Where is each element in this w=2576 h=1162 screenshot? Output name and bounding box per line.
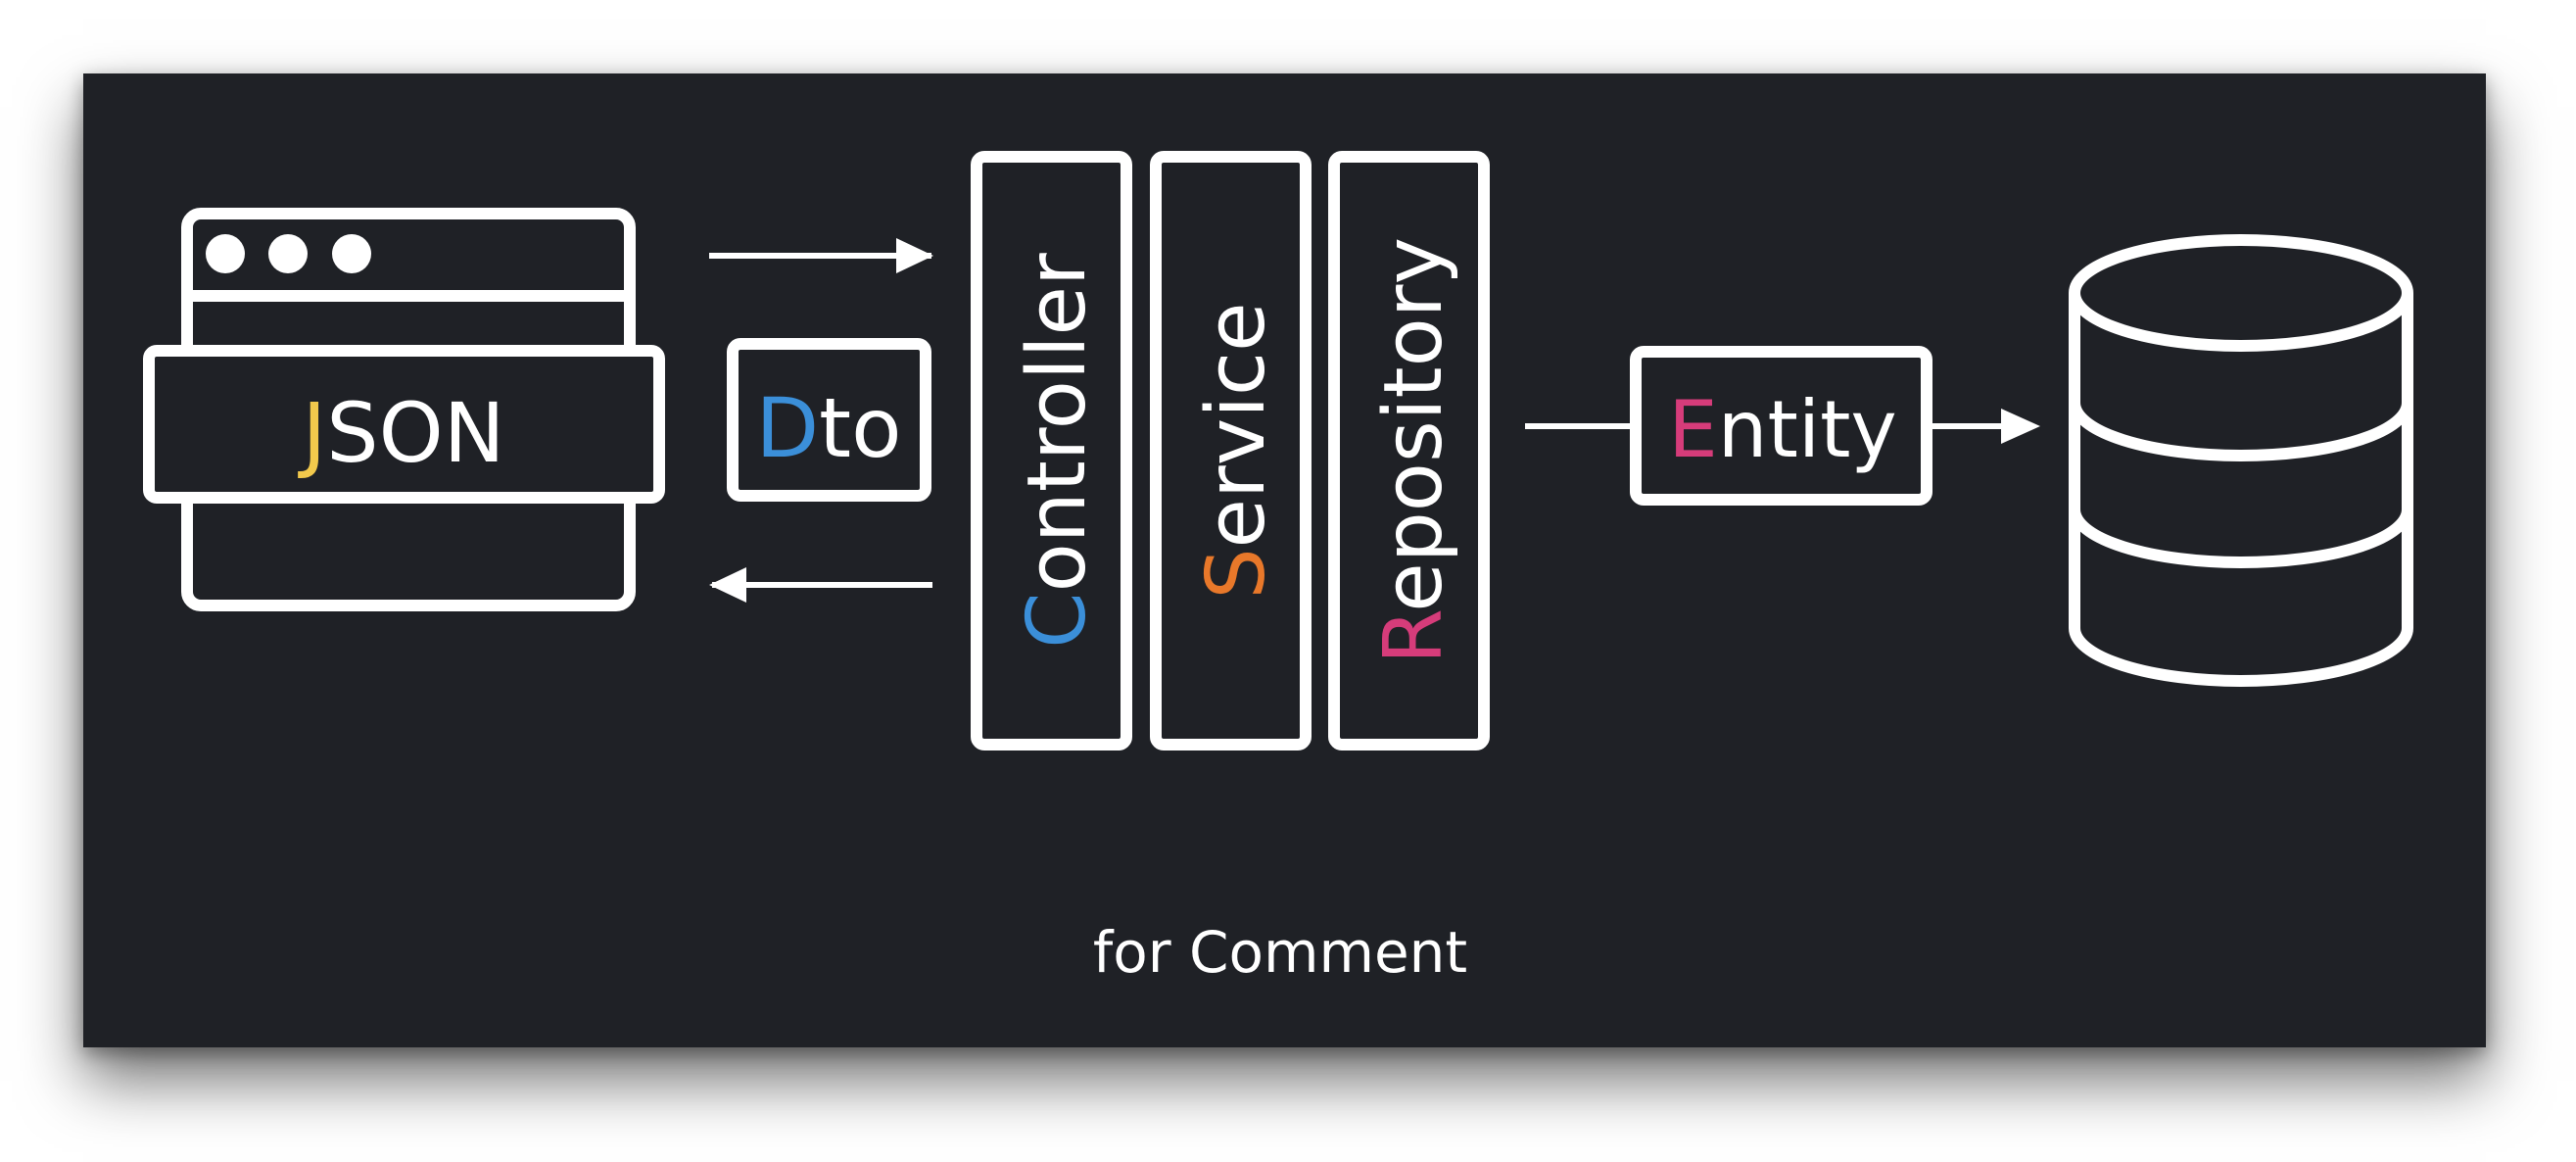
arrow-right-head (896, 238, 933, 273)
arrow-right-head (2001, 409, 2040, 444)
json-box: JSON (143, 345, 665, 504)
repository-label: Repository (1367, 237, 1460, 664)
database-icon (2069, 234, 2413, 687)
arrow-left-head (709, 567, 746, 603)
entity-box: Entity (1630, 346, 1932, 506)
diagram-card: JSON Dto Controller Service Repository E… (83, 73, 2486, 1047)
entity-label: Entity (1668, 384, 1897, 475)
architecture-diagram: JSON Dto Controller Service Repository E… (143, 151, 2413, 986)
controller-label: Controller (1011, 253, 1104, 649)
service-label: Service (1190, 302, 1283, 599)
dto-label: Dto (755, 380, 901, 476)
layer-service: Service (1150, 151, 1312, 750)
json-label: JSON (297, 385, 504, 481)
diagram-caption: for Comment (1093, 919, 1467, 986)
layer-controller: Controller (971, 151, 1132, 750)
layer-repository: Repository (1328, 151, 1490, 750)
dto-box: Dto (727, 338, 931, 502)
